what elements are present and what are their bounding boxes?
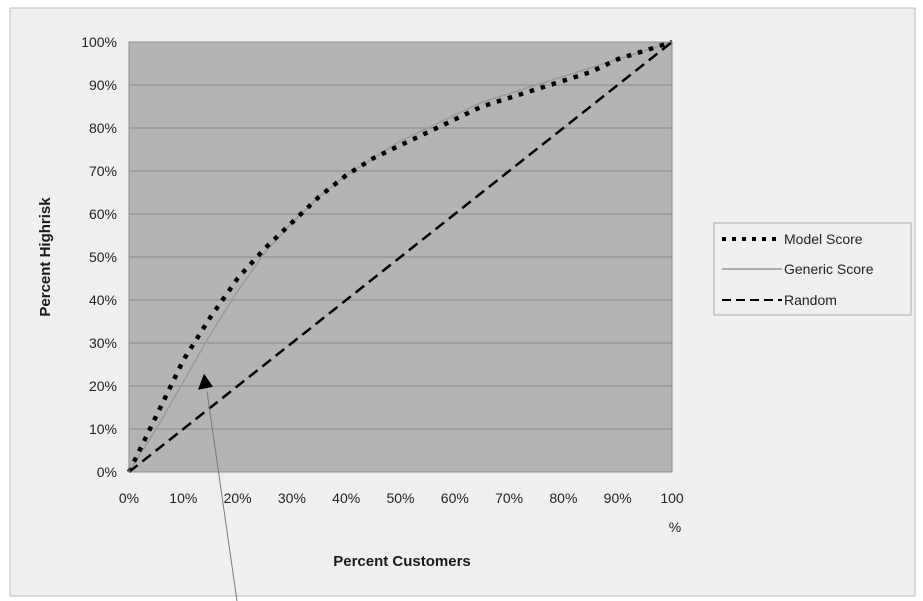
x-tick-label-8: 80%	[549, 490, 577, 506]
x-axis-ticks: 0% 10% 20% 30% 40% 50% 60% 70% 80% 90% 100	[119, 490, 684, 506]
plot-area-border	[128, 41, 673, 473]
series-line-generic-score	[128, 41, 673, 473]
gridlines	[129, 84, 672, 430]
x-tick-label-2: 20%	[224, 490, 252, 506]
x-tick-label-10: 100	[660, 490, 684, 506]
y-tick-label-8: 80%	[89, 120, 117, 136]
y-tick-label-4: 40%	[89, 292, 117, 308]
x-tick-label-3: 30%	[278, 490, 306, 506]
y-tick-label-0: 0%	[97, 464, 117, 480]
x-tick-label-6: 60%	[441, 490, 469, 506]
y-tick-label-5: 50%	[89, 249, 117, 265]
x-axis-title: Percent Customers	[333, 553, 471, 570]
annotation-arrowhead	[198, 373, 214, 390]
series-line-random	[128, 41, 673, 473]
legend-label-random: Random	[784, 292, 837, 308]
annotation-arrow	[198, 373, 238, 601]
y-tick-label-10: 100%	[81, 34, 117, 50]
y-axis-title: Percent Highrisk	[37, 197, 54, 317]
y-tick-label-3: 30%	[89, 335, 117, 351]
y-tick-label-2: 20%	[89, 378, 117, 394]
y-tick-label-7: 70%	[89, 163, 117, 179]
x-tick-label-0: 0%	[119, 490, 139, 506]
y-tick-label-1: 10%	[89, 421, 117, 437]
y-tick-label-6: 60%	[89, 206, 117, 222]
annotation-arrow-line	[206, 391, 238, 601]
x-tick-label-4: 40%	[332, 490, 360, 506]
legend-label-generic-score: Generic Score	[784, 261, 874, 277]
x-tick-label-7: 70%	[495, 490, 523, 506]
y-tick-label-9: 90%	[89, 77, 117, 93]
series-group	[126, 39, 673, 473]
y-axis-ticks: 0% 10% 20% 30% 40% 50% 60% 70% 80% 90% 100%	[81, 34, 117, 480]
x-tick-label-9: 90%	[604, 490, 632, 506]
legend-label-model-score: Model Score	[784, 231, 863, 247]
x-tick-label-100-suffix: %	[669, 519, 681, 535]
x-tick-label-1: 10%	[169, 490, 197, 506]
x-tick-label-5: 50%	[386, 490, 414, 506]
legend: Model Score Generic Score Random	[713, 222, 912, 316]
